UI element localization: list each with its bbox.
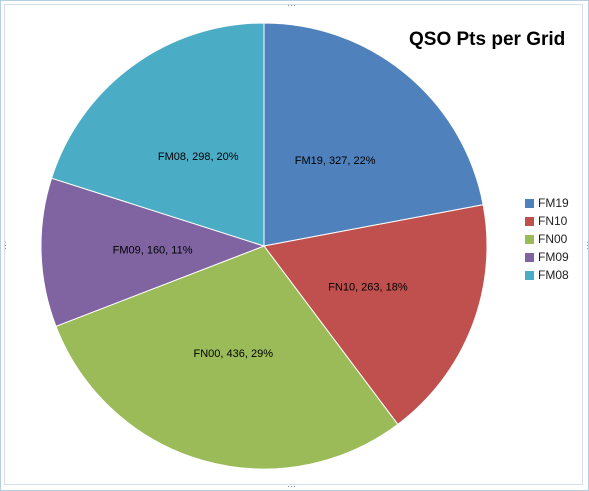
- legend-swatch: [525, 198, 534, 208]
- legend-swatch: [525, 252, 534, 262]
- pie-slice-fm08[interactable]: [50, 22, 265, 247]
- legend-item-fm08: FM08: [525, 266, 569, 284]
- legend-item-fn10: FN10: [525, 212, 569, 230]
- resize-handle-right-icon[interactable]: ⋮: [583, 241, 588, 250]
- pie-slice-fn10[interactable]: [263, 204, 488, 426]
- plot-area-border: [4, 4, 583, 485]
- legend-label: FM19: [538, 196, 569, 210]
- legend-item-fn00: FN00: [525, 230, 569, 248]
- chart-title[interactable]: QSO Pts per Grid: [409, 29, 566, 50]
- legend-item-fm19: FM19: [525, 194, 569, 212]
- legend-swatch: [525, 270, 534, 280]
- legend-swatch: [525, 216, 534, 226]
- pie-slice-fm09[interactable]: [40, 177, 266, 327]
- resize-handle-top-icon[interactable]: ⋯: [287, 0, 296, 10]
- legend-label: FN00: [538, 232, 568, 246]
- pie-slice-fm19[interactable]: [263, 22, 484, 247]
- pie-slice-fn00[interactable]: [55, 245, 399, 470]
- data-label-fn10: FN10, 263, 18%: [328, 281, 408, 293]
- data-label-fm08: FM08, 298, 20%: [158, 151, 239, 163]
- data-label-fm09: FM09, 160, 11%: [113, 244, 193, 256]
- legend-label: FN10: [538, 214, 568, 228]
- resize-handle-bottom-icon[interactable]: ⋯: [287, 481, 296, 491]
- legend-label: FM09: [538, 250, 569, 264]
- legend-item-fm09: FM09: [525, 248, 569, 266]
- legend[interactable]: FM19 FN10 FN00 FM09 FM08: [525, 194, 569, 284]
- legend-swatch: [525, 234, 534, 244]
- data-label-fn00: FN00, 436, 29%: [193, 348, 273, 360]
- data-label-fm19: FM19, 327, 22%: [295, 155, 376, 167]
- resize-handle-left-icon[interactable]: ⋮: [1, 240, 10, 250]
- legend-label: FM08: [538, 268, 569, 282]
